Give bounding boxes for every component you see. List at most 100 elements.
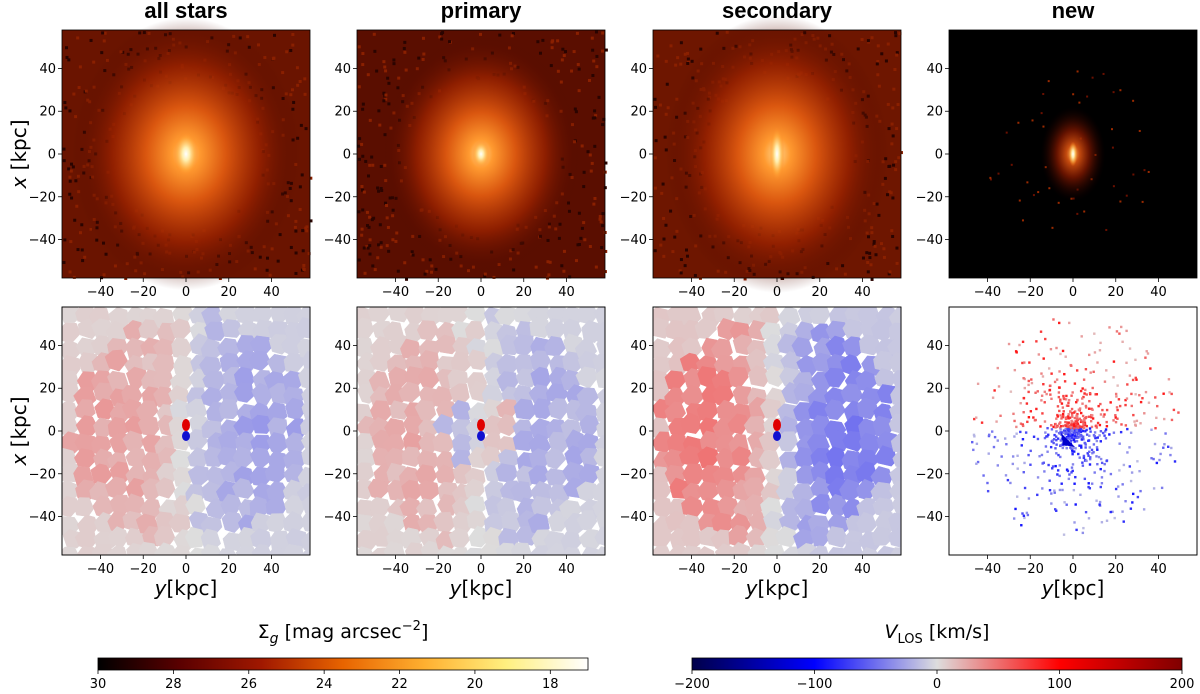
x-tick-label: 20 xyxy=(1107,562,1124,577)
star-point xyxy=(1054,435,1058,438)
star-point xyxy=(1075,369,1079,372)
brightness-panel-2: −40 −20 0 20 40 −40 −20 0 20 40 xyxy=(324,29,608,300)
density-pixel xyxy=(896,103,900,107)
density-pixel xyxy=(891,106,895,110)
y-tick-label: 20 xyxy=(39,105,56,120)
star-point xyxy=(1093,471,1096,474)
velocity-cell xyxy=(251,543,273,555)
density-pixel xyxy=(425,269,429,273)
density-pixel xyxy=(379,245,383,249)
star-point xyxy=(1088,457,1092,461)
density-pixel xyxy=(77,86,81,90)
density-pixel xyxy=(360,184,364,188)
star-point xyxy=(1080,438,1084,441)
density-pixel xyxy=(690,59,694,63)
star-point xyxy=(1065,404,1069,407)
density-pixel xyxy=(899,151,903,155)
star-point xyxy=(1048,388,1052,392)
star-point xyxy=(1064,417,1068,420)
x-tick-label: 20 xyxy=(811,285,828,300)
star-point xyxy=(972,448,975,452)
density-pixel xyxy=(78,231,82,235)
star-point xyxy=(1066,469,1070,473)
star-point xyxy=(1108,433,1111,436)
density-pixel xyxy=(602,117,606,121)
colorbar-tick-label: 100 xyxy=(1047,677,1072,692)
star-point xyxy=(1070,423,1073,426)
panel-title: secondary xyxy=(722,0,833,23)
star-point xyxy=(1059,431,1062,434)
star-point xyxy=(1029,449,1032,453)
y-tick-label: −40 xyxy=(324,510,351,525)
star-point xyxy=(1128,446,1131,449)
density-pixel xyxy=(361,52,365,56)
density-pixel xyxy=(268,273,272,277)
y-tick-label: 20 xyxy=(334,382,351,397)
star-point xyxy=(1114,487,1118,491)
star-point xyxy=(1135,419,1139,423)
star-point xyxy=(1087,454,1090,457)
x-tick-label: −40 xyxy=(382,562,409,577)
star-point xyxy=(1145,350,1148,353)
density-pixel xyxy=(679,41,683,45)
star-point xyxy=(1053,433,1056,437)
star-point xyxy=(1022,396,1026,400)
star-point xyxy=(1162,446,1165,449)
star-point xyxy=(1160,486,1164,490)
star-point xyxy=(976,382,980,386)
density-pixel xyxy=(65,55,69,59)
star-point xyxy=(1058,422,1061,425)
density-pixel xyxy=(304,127,308,131)
star-point xyxy=(1036,390,1039,393)
y-tick-label: −40 xyxy=(620,510,647,525)
star-point xyxy=(1094,436,1097,440)
star-point xyxy=(1091,386,1094,390)
star-point xyxy=(1062,533,1066,536)
density-pixel xyxy=(62,260,66,264)
star-point xyxy=(1000,455,1003,458)
star-point xyxy=(1054,464,1057,468)
density-pixel xyxy=(1110,128,1113,131)
star-point xyxy=(1059,398,1062,401)
star-point xyxy=(1084,510,1088,514)
star-point xyxy=(1065,503,1068,506)
density-pixel xyxy=(72,92,76,96)
density-pixel xyxy=(361,208,365,212)
density-pixel xyxy=(368,118,372,122)
star-point xyxy=(1053,489,1056,492)
density-pixel xyxy=(102,273,106,277)
star-point xyxy=(1079,420,1083,424)
density-pixel xyxy=(582,185,586,189)
star-point xyxy=(1095,393,1099,396)
center-lobe-red xyxy=(182,419,190,431)
y-tick-label: 0 xyxy=(343,425,351,440)
star-point xyxy=(1043,401,1046,404)
density-pixel xyxy=(278,233,282,237)
density-pixel xyxy=(574,110,578,114)
star-point xyxy=(1138,393,1141,397)
star-point xyxy=(1092,434,1096,437)
star-point xyxy=(1149,367,1152,370)
star-point xyxy=(1043,390,1046,394)
density-pixel xyxy=(577,67,581,71)
colorbar-tick-label: 0 xyxy=(933,677,941,692)
density-pixel xyxy=(874,253,878,257)
star-point xyxy=(1071,452,1074,456)
star-point xyxy=(1126,427,1129,431)
galaxy-core xyxy=(472,140,490,168)
density-pixel xyxy=(588,245,592,249)
density-pixel xyxy=(76,36,80,40)
star-point xyxy=(1100,461,1104,465)
star-point xyxy=(1015,432,1018,435)
density-pixel xyxy=(887,272,891,276)
density-pixel xyxy=(368,215,372,219)
star-point xyxy=(1052,437,1056,441)
star-point xyxy=(1058,464,1061,467)
density-pixel xyxy=(1051,226,1054,229)
velocity-cell xyxy=(826,526,849,548)
density-pixel xyxy=(576,62,580,66)
density-pixel xyxy=(593,116,597,120)
density-pixel xyxy=(373,49,377,53)
density-pixel xyxy=(895,51,899,55)
star-point xyxy=(1155,461,1159,465)
